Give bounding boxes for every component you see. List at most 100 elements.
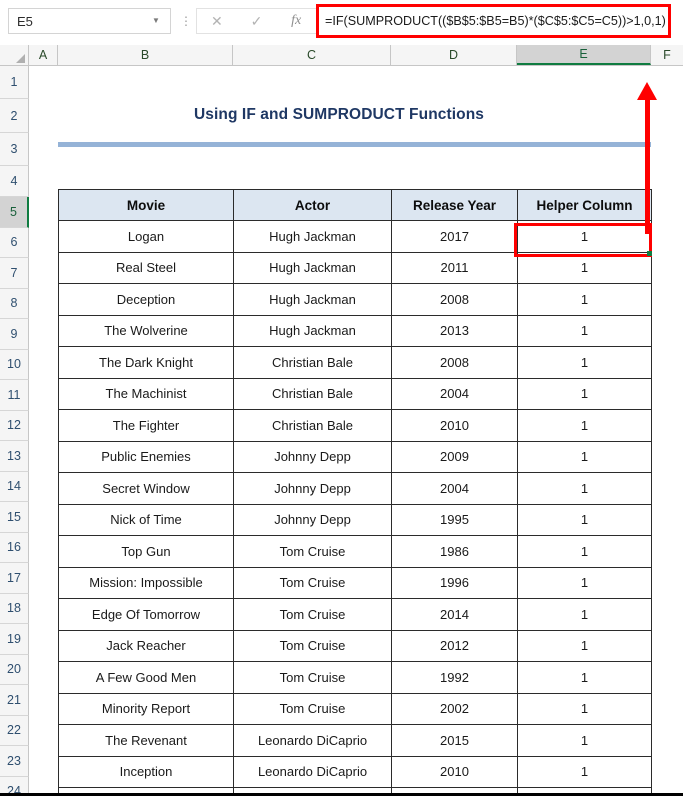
- cell-movie[interactable]: The Revenant: [58, 724, 234, 757]
- cell-actor[interactable]: Johnny Depp: [233, 503, 392, 536]
- row-header-18[interactable]: 18: [0, 593, 29, 624]
- row-header-14[interactable]: 14: [0, 471, 29, 502]
- cell-release-year[interactable]: 1986: [391, 535, 518, 568]
- cell-release-year[interactable]: 1996: [391, 566, 518, 599]
- cell-actor[interactable]: Christian Bale: [233, 409, 392, 442]
- cell-helper-column[interactable]: 1: [517, 755, 652, 788]
- cell-release-year[interactable]: 2004: [391, 377, 518, 410]
- cell-actor[interactable]: Christian Bale: [233, 346, 392, 379]
- cell-helper-column[interactable]: 1: [517, 503, 652, 536]
- cell-actor[interactable]: Christian Bale: [233, 377, 392, 410]
- cell-helper-column[interactable]: 1: [517, 409, 652, 442]
- cell-movie[interactable]: Top Gun: [58, 535, 234, 568]
- row-header-3[interactable]: 3: [0, 133, 29, 166]
- cell-movie[interactable]: A Few Good Men: [58, 661, 234, 694]
- row-header-16[interactable]: 16: [0, 532, 29, 563]
- row-header-8[interactable]: 8: [0, 288, 29, 319]
- cell-movie[interactable]: The Fighter: [58, 409, 234, 442]
- row-header-2[interactable]: 2: [0, 99, 29, 133]
- row-header-15[interactable]: 15: [0, 502, 29, 533]
- cell-helper-column[interactable]: 1: [517, 314, 652, 347]
- select-all-triangle-icon[interactable]: [0, 45, 29, 65]
- cell-actor[interactable]: Tom Cruise: [233, 535, 392, 568]
- cell-release-year[interactable]: 2009: [391, 440, 518, 473]
- row-header-9[interactable]: 9: [0, 319, 29, 350]
- cancel-icon[interactable]: ✕: [210, 13, 223, 29]
- cell-release-year[interactable]: 2017: [391, 220, 518, 253]
- cell-release-year[interactable]: 2010: [391, 755, 518, 788]
- cell-movie[interactable]: Minority Report: [58, 692, 234, 725]
- insert-function-icon[interactable]: fx: [291, 13, 302, 28]
- cell-movie[interactable]: Shutter Island: [58, 787, 234, 793]
- cell-helper-column[interactable]: 1: [517, 629, 652, 662]
- row-header-19[interactable]: 19: [0, 624, 29, 655]
- cell-movie[interactable]: The Dark Knight: [58, 346, 234, 379]
- cell-release-year[interactable]: 2004: [391, 472, 518, 505]
- cell-helper-column[interactable]: 1: [517, 346, 652, 379]
- cell-release-year[interactable]: 2013: [391, 314, 518, 347]
- cell-helper-column[interactable]: 1: [517, 220, 652, 253]
- cell-release-year[interactable]: 2012: [391, 629, 518, 662]
- cell-movie[interactable]: Secret Window: [58, 472, 234, 505]
- cell-helper-column[interactable]: 1: [517, 566, 652, 599]
- row-header-22[interactable]: 22: [0, 715, 29, 746]
- column-header-c[interactable]: C: [233, 45, 391, 65]
- cell-helper-column[interactable]: 1: [517, 598, 652, 631]
- cell-release-year[interactable]: 2008: [391, 346, 518, 379]
- cell-helper-column[interactable]: 1: [517, 472, 652, 505]
- column-header-b[interactable]: B: [58, 45, 233, 65]
- name-box[interactable]: E5 ▼: [8, 8, 171, 34]
- cell-release-year[interactable]: 2011: [391, 251, 518, 284]
- formula-input[interactable]: =IF(SUMPRODUCT(($B$5:$B5=B5)*($C$5:$C5=C…: [316, 4, 671, 38]
- cell-movie[interactable]: Nick of Time: [58, 503, 234, 536]
- cell-movie[interactable]: Edge Of Tomorrow: [58, 598, 234, 631]
- cell-actor[interactable]: Johnny Depp: [233, 440, 392, 473]
- cell-helper-column[interactable]: 1: [517, 661, 652, 694]
- column-header-e[interactable]: E: [517, 45, 651, 65]
- row-header-21[interactable]: 21: [0, 685, 29, 716]
- cell-release-year[interactable]: 2010: [391, 787, 518, 793]
- chevron-down-icon[interactable]: ▼: [152, 16, 160, 25]
- cell-actor[interactable]: Tom Cruise: [233, 661, 392, 694]
- cell-actor[interactable]: Leonardo DiCaprio: [233, 755, 392, 788]
- cell-movie[interactable]: Real Steel: [58, 251, 234, 284]
- row-header-24[interactable]: 24: [0, 776, 29, 793]
- row-header-23[interactable]: 23: [0, 746, 29, 777]
- cell-release-year[interactable]: 2015: [391, 724, 518, 757]
- cell-actor[interactable]: Hugh Jackman: [233, 251, 392, 284]
- row-header-5[interactable]: 5: [0, 197, 29, 228]
- column-header-d[interactable]: D: [391, 45, 517, 65]
- row-header-13[interactable]: 13: [0, 441, 29, 472]
- cell-movie[interactable]: Inception: [58, 755, 234, 788]
- confirm-icon[interactable]: ✓: [250, 13, 263, 29]
- row-header-6[interactable]: 6: [0, 227, 29, 258]
- cell-movie[interactable]: The Machinist: [58, 377, 234, 410]
- cell-release-year[interactable]: 2002: [391, 692, 518, 725]
- cell-actor[interactable]: Hugh Jackman: [233, 314, 392, 347]
- row-header-7[interactable]: 7: [0, 258, 29, 289]
- row-header-20[interactable]: 20: [0, 654, 29, 685]
- cell-movie[interactable]: Mission: Impossible: [58, 566, 234, 599]
- cell-actor[interactable]: Tom Cruise: [233, 566, 392, 599]
- column-header-a[interactable]: A: [29, 45, 58, 65]
- cell-actor[interactable]: Hugh Jackman: [233, 283, 392, 316]
- cell-actor[interactable]: Leonardo DiCaprio: [233, 787, 392, 793]
- cell-movie[interactable]: Deception: [58, 283, 234, 316]
- cell-helper-column[interactable]: 1: [517, 787, 652, 793]
- cell-release-year[interactable]: 1995: [391, 503, 518, 536]
- cell-release-year[interactable]: 2014: [391, 598, 518, 631]
- cell-helper-column[interactable]: 1: [517, 724, 652, 757]
- cell-release-year[interactable]: 2010: [391, 409, 518, 442]
- cell-movie[interactable]: Jack Reacher: [58, 629, 234, 662]
- cell-helper-column[interactable]: 1: [517, 377, 652, 410]
- cell-actor[interactable]: Johnny Depp: [233, 472, 392, 505]
- row-header-12[interactable]: 12: [0, 410, 29, 441]
- cell-helper-column[interactable]: 1: [517, 283, 652, 316]
- cell-helper-column[interactable]: 1: [517, 251, 652, 284]
- row-header-4[interactable]: 4: [0, 166, 29, 197]
- cell-movie[interactable]: Logan: [58, 220, 234, 253]
- column-header-f[interactable]: F: [651, 45, 683, 65]
- cell-movie[interactable]: Public Enemies: [58, 440, 234, 473]
- row-header-17[interactable]: 17: [0, 563, 29, 594]
- cell-helper-column[interactable]: 1: [517, 692, 652, 725]
